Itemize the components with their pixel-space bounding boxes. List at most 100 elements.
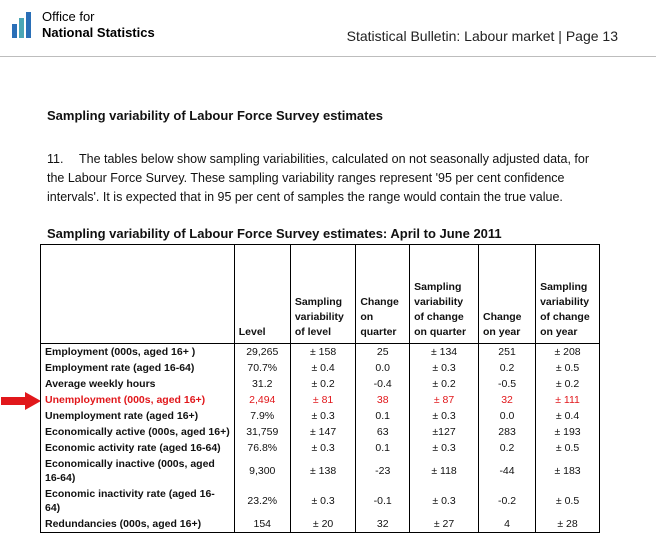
table-cell: ± 27 [409, 516, 479, 533]
table-cell: ± 208 [535, 343, 600, 360]
table-cell: 0.0 [477, 408, 537, 424]
table-cell: ± 0.5 [535, 440, 600, 456]
bulletin-title: Statistical Bulletin: Labour market | Pa… [346, 28, 618, 44]
table-cell: -0.1 [355, 486, 411, 516]
table-header-row: Level Sampling variability of level Chan… [40, 244, 600, 344]
table-cell: ± 147 [289, 424, 357, 440]
table-row: Economic inactivity rate (aged 16-64) 23.… [40, 486, 600, 516]
table-row: Economic activity rate (aged 16-64) 76.8%… [40, 440, 600, 456]
table-cell: 32 [477, 392, 537, 408]
table-cell: 23.2% [233, 486, 291, 516]
table-cell: -23 [355, 456, 411, 486]
table-cell: 25 [355, 343, 411, 360]
table-row: Economically active (000s, aged 16+) 31,7… [40, 424, 600, 440]
table-cell: ± 0.2 [409, 376, 479, 392]
table-cell: 70.7% [233, 360, 291, 376]
table-cell: ± 0.3 [409, 408, 479, 424]
table-cell: 9,300 [233, 456, 291, 486]
table-cell: 4 [477, 516, 537, 533]
table-row: Employment rate (aged 16-64) 70.7% ± 0.4 0.… [40, 360, 600, 376]
table-cell: ± 0.3 [409, 486, 479, 516]
table-cell: -0.2 [477, 486, 537, 516]
table-cell: ± 0.4 [535, 408, 600, 424]
paragraph-text: The tables below show sampling variabili… [47, 152, 590, 204]
table-row: Economically inactive (000s, aged 16-64)… [40, 456, 600, 486]
col-header: Level [233, 244, 291, 344]
table-cell: -0.5 [477, 376, 537, 392]
table-cell: 0.0 [355, 360, 411, 376]
paragraph-number: 11. [47, 152, 64, 166]
page-header: Office for National Statistics Statistic… [0, 0, 656, 56]
table-cell: ± 20 [289, 516, 357, 533]
lfs-table: Level Sampling variability of level Chan… [40, 244, 600, 533]
table-cell: ± 0.3 [289, 440, 357, 456]
org-name-line2: National Statistics [42, 25, 155, 40]
col-header: Sampling variability of level [289, 244, 357, 344]
ons-logo-icon [12, 12, 31, 38]
table-cell: 0.1 [355, 408, 411, 424]
col-header: Sampling variability of change on quarte… [409, 244, 479, 344]
table-cell: 154 [233, 516, 291, 533]
table-cell: 31.2 [233, 376, 291, 392]
table-row: Employment (000s, aged 16+ ) 29,265 ± 158 2… [40, 343, 600, 360]
table-cell: 63 [355, 424, 411, 440]
table-cell: 283 [477, 424, 537, 440]
table-cell: ± 0.3 [289, 486, 357, 516]
table-cell: ± 0.4 [289, 360, 357, 376]
table-cell: 29,265 [233, 343, 291, 360]
col-header [40, 244, 235, 344]
col-header: Change on year [477, 244, 537, 344]
table-cell: 76.8% [233, 440, 291, 456]
table-cell: ± 138 [289, 456, 357, 486]
row-label: Average weekly hours [40, 376, 235, 392]
org-name: Office for National Statistics [42, 9, 155, 41]
table-cell: ± 111 [535, 392, 600, 408]
table-cell: 2,494 [233, 392, 291, 408]
table-cell: 0.1 [355, 440, 411, 456]
table-cell: 38 [355, 392, 411, 408]
table-cell: -44 [477, 456, 537, 486]
table-cell: 32 [355, 516, 411, 533]
header-divider [0, 56, 656, 57]
table-cell: ± 118 [409, 456, 479, 486]
org-name-line1: Office for [42, 9, 95, 24]
right-arrow-icon [1, 392, 41, 410]
row-label: Economically active (000s, aged 16+) [40, 424, 235, 440]
row-label: Employment rate (aged 16-64) [40, 360, 235, 376]
table-cell: ±127 [409, 424, 479, 440]
table-cell: 0.2 [477, 360, 537, 376]
table-cell: -0.4 [355, 376, 411, 392]
table-row: Redundancies (000s, aged 16+) 154 ± 20 32 ± … [40, 516, 600, 533]
table-cell: ± 0.2 [535, 376, 600, 392]
table-cell: ± 193 [535, 424, 600, 440]
table-cell: ± 134 [409, 343, 479, 360]
row-label: Unemployment (000s, aged 16+) [40, 392, 235, 408]
table-cell: 0.2 [477, 440, 537, 456]
table-cell: ± 28 [535, 516, 600, 533]
paragraph-11: 11. The tables below show sampling variab… [47, 150, 607, 207]
table-cell: ± 158 [289, 343, 357, 360]
col-header: Change on quarter [355, 244, 411, 344]
section-title: Sampling variability of Labour Force Sur… [47, 108, 383, 123]
row-label: Economically inactive (000s, aged 16-64) [40, 456, 235, 486]
table-cell: 251 [477, 343, 537, 360]
table-cell: ± 81 [289, 392, 357, 408]
row-label: Employment (000s, aged 16+ ) [40, 343, 235, 360]
table-row: Average weekly hours 31.2 ± 0.2 -0.4 ± 0.2 -0… [40, 376, 600, 392]
table-cell: ± 183 [535, 456, 600, 486]
table-cell: ± 0.3 [409, 440, 479, 456]
table-cell: ± 87 [409, 392, 479, 408]
table-row: Unemployment rate (aged 16+) 7.9% ± 0.3 0.1… [40, 408, 600, 424]
row-label: Economic activity rate (aged 16-64) [40, 440, 235, 456]
table-cell: 31,759 [233, 424, 291, 440]
ons-logo: Office for National Statistics [10, 9, 170, 49]
table-cell: ± 0.3 [409, 360, 479, 376]
table-cell: ± 0.2 [289, 376, 357, 392]
col-header: Sampling variability of change on year [535, 244, 600, 344]
table-title: Sampling variability of Labour Force Sur… [47, 226, 502, 241]
table-cell: 7.9% [233, 408, 291, 424]
table-row: Unemployment (000s, aged 16+) 2,494 ± 81 38… [40, 392, 600, 408]
row-label: Unemployment rate (aged 16+) [40, 408, 235, 424]
row-label: Redundancies (000s, aged 16+) [40, 516, 235, 533]
table-body: Employment (000s, aged 16+ ) 29,265 ± 158 2… [40, 343, 600, 533]
